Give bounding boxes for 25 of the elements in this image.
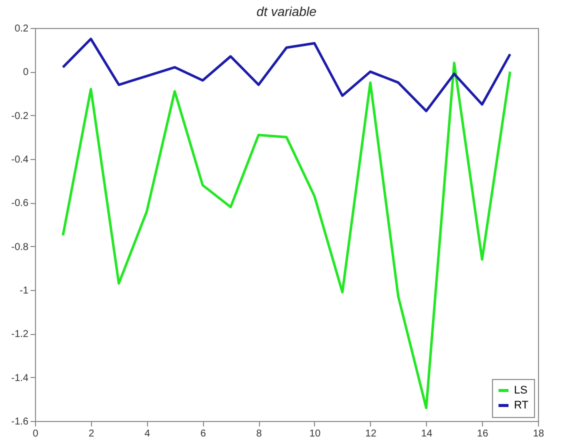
x-tick-label: 16 (477, 428, 489, 440)
y-tick-label: 0.2 (14, 24, 29, 34)
x-tick-label: 8 (256, 428, 262, 440)
x-tick-label: 18 (532, 428, 544, 440)
y-tick-label: 0 (22, 67, 29, 78)
x-tick-label: 14 (421, 428, 433, 440)
legend-label: LS (514, 384, 528, 396)
y-tick-label: -0.2 (11, 110, 29, 122)
y-tick-label: -1.2 (11, 329, 29, 340)
legend-label: RT (514, 400, 529, 412)
chart-title: dt variable (256, 4, 316, 19)
line-series (62, 38, 512, 112)
line-series (62, 62, 512, 410)
y-tick-label: -0.6 (11, 198, 29, 210)
x-tick-label: 6 (200, 428, 206, 440)
x-tick-label: 4 (144, 428, 150, 440)
y-tick-label: -1.6 (11, 416, 29, 428)
x-tick-label: 12 (365, 428, 377, 440)
x-tick-label: 0 (32, 428, 39, 440)
y-tick-label: -0.4 (11, 154, 29, 166)
x-tick-label: 2 (88, 428, 95, 440)
y-tick-label: -1.4 (11, 372, 29, 384)
x-tick-label: 10 (309, 428, 321, 440)
y-tick-label: -1 (20, 286, 29, 296)
y-tick-label: -0.8 (11, 242, 29, 253)
